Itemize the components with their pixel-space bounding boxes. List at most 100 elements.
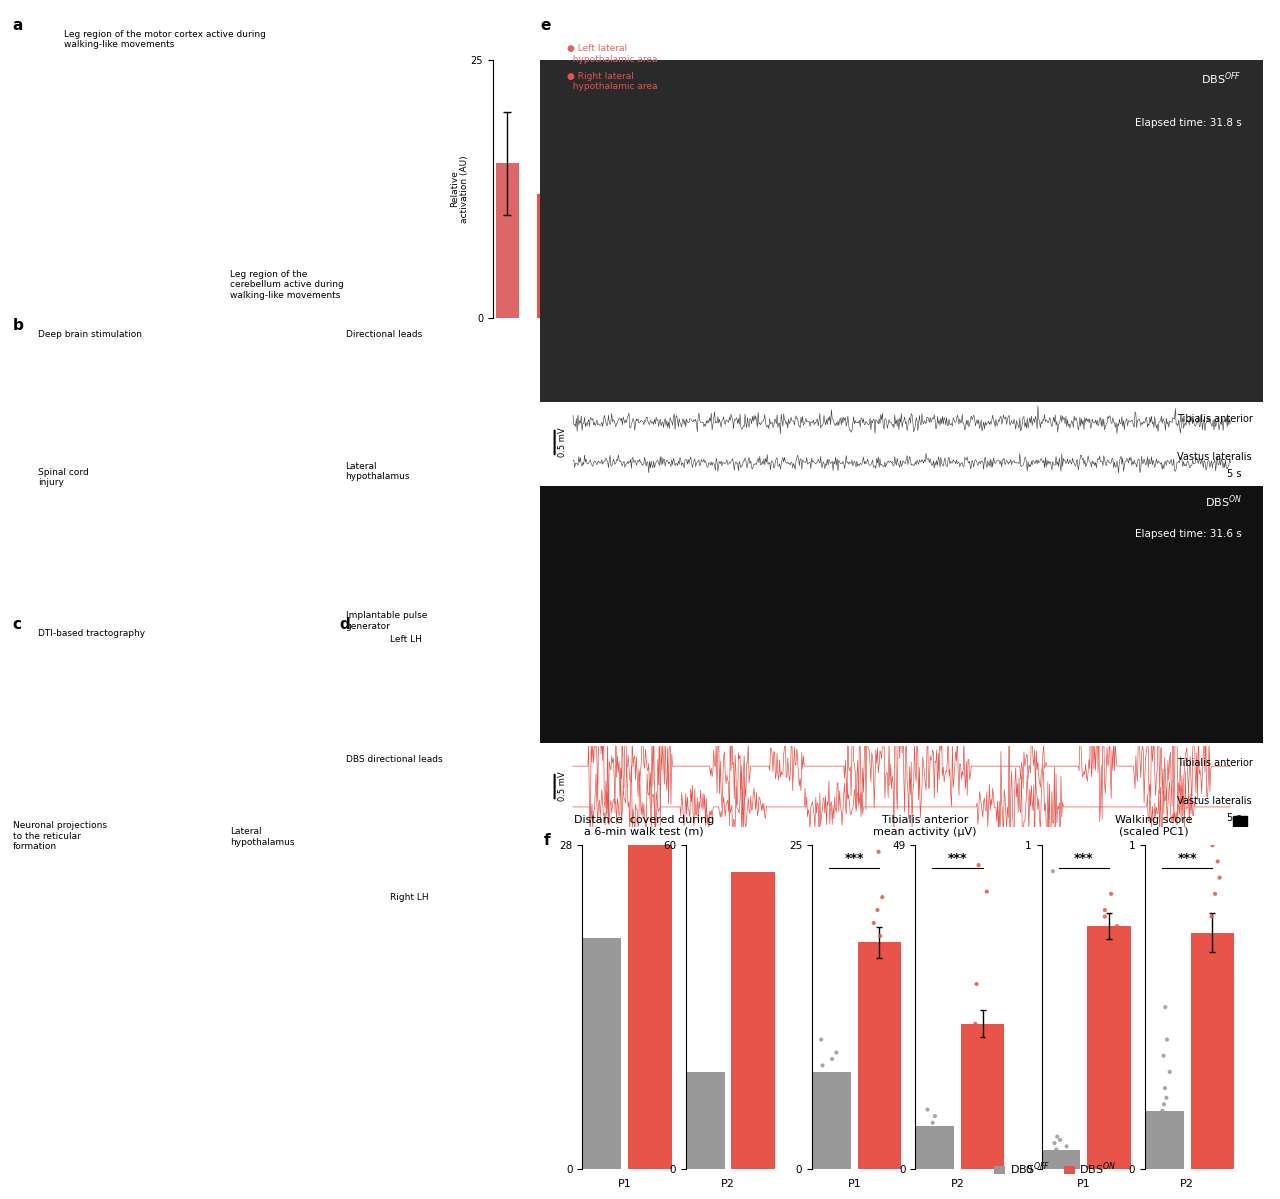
Point bbox=[814, 1068, 835, 1087]
Point bbox=[1207, 939, 1228, 958]
Point bbox=[1047, 1127, 1068, 1146]
Bar bbox=[538, 194, 561, 318]
Point bbox=[1196, 950, 1216, 969]
Bar bbox=[808, 1072, 851, 1169]
Bar bbox=[1190, 933, 1234, 1169]
Bar bbox=[858, 942, 901, 1169]
Point bbox=[918, 1099, 938, 1119]
Point bbox=[928, 1133, 948, 1152]
Text: Lateral
hypothalamus: Lateral hypothalamus bbox=[346, 462, 410, 481]
Point bbox=[965, 1014, 986, 1034]
Point bbox=[977, 1028, 997, 1047]
Point bbox=[813, 1056, 833, 1076]
Text: d: d bbox=[339, 617, 349, 633]
Bar bbox=[497, 163, 518, 318]
Text: Elapsed time: 31.8 s: Elapsed time: 31.8 s bbox=[1135, 118, 1242, 128]
Text: Leg region of the
cerebellum active during
walking-like movements: Leg region of the cerebellum active duri… bbox=[230, 270, 344, 300]
Point bbox=[823, 1101, 844, 1120]
Text: ***: *** bbox=[845, 852, 864, 864]
Point bbox=[1160, 1062, 1180, 1081]
Text: Neuronal projections
to the reticular
formation: Neuronal projections to the reticular fo… bbox=[13, 821, 106, 851]
Text: DBS$^{OFF}$: DBS$^{OFF}$ bbox=[1201, 71, 1242, 86]
Point bbox=[873, 965, 893, 984]
Text: Deep brain stimulation: Deep brain stimulation bbox=[38, 330, 142, 339]
Bar bbox=[1233, 815, 1248, 826]
Point bbox=[1202, 836, 1222, 855]
Bar bbox=[910, 1126, 954, 1169]
Point bbox=[924, 1107, 945, 1126]
Text: 0.5 mV: 0.5 mV bbox=[558, 772, 567, 801]
Text: Directional leads: Directional leads bbox=[346, 330, 422, 339]
Point bbox=[1100, 981, 1120, 1000]
Point bbox=[1201, 906, 1221, 926]
Text: a: a bbox=[13, 18, 23, 34]
Point bbox=[1094, 927, 1115, 946]
Point bbox=[868, 900, 888, 920]
Legend: DBS$^{OFF}$, DBS$^{ON}$: DBS$^{OFF}$, DBS$^{ON}$ bbox=[989, 1156, 1121, 1181]
Point bbox=[1043, 1146, 1064, 1165]
Point bbox=[920, 1120, 941, 1139]
Point bbox=[1101, 885, 1121, 904]
Point bbox=[1056, 1144, 1076, 1163]
Point bbox=[1100, 965, 1120, 984]
Bar bbox=[628, 845, 672, 1169]
Point bbox=[977, 1067, 997, 1086]
Point bbox=[969, 856, 989, 875]
Point bbox=[870, 927, 891, 946]
Point bbox=[1202, 965, 1222, 984]
Text: Elapsed time: 31.6 s: Elapsed time: 31.6 s bbox=[1135, 530, 1242, 540]
Point bbox=[1194, 998, 1215, 1017]
Text: Implantable pulse
generator: Implantable pulse generator bbox=[346, 611, 428, 631]
Point bbox=[1156, 1133, 1176, 1152]
Point bbox=[1148, 1127, 1169, 1146]
Point bbox=[814, 1081, 835, 1101]
Text: Spinal cord
injury: Spinal cord injury bbox=[38, 468, 90, 487]
Point bbox=[1044, 1133, 1065, 1152]
Point bbox=[1153, 1095, 1174, 1114]
Point bbox=[822, 1049, 842, 1068]
Text: ***: *** bbox=[1074, 852, 1093, 864]
Text: 5 s: 5 s bbox=[1228, 813, 1242, 824]
Text: DTI-based tractography: DTI-based tractography bbox=[38, 629, 146, 639]
Point bbox=[1151, 1121, 1171, 1140]
Text: c: c bbox=[13, 617, 22, 633]
Bar bbox=[681, 1072, 724, 1169]
Text: f: f bbox=[544, 833, 550, 849]
Point bbox=[814, 1089, 835, 1108]
Point bbox=[1094, 906, 1115, 926]
Text: ***: *** bbox=[947, 852, 968, 864]
Point bbox=[977, 1060, 997, 1079]
Point bbox=[1050, 1131, 1070, 1150]
Point bbox=[1151, 1153, 1171, 1173]
Y-axis label: Relative
activation (AU): Relative activation (AU) bbox=[449, 155, 470, 223]
Text: Lateral
hypothalamus: Lateral hypothalamus bbox=[230, 827, 294, 846]
Point bbox=[1047, 1153, 1068, 1173]
Point bbox=[819, 1095, 840, 1114]
Point bbox=[823, 1127, 844, 1146]
Point bbox=[874, 992, 895, 1011]
Text: DBS$^{ON}$: DBS$^{ON}$ bbox=[1204, 493, 1242, 510]
Text: Tibialis anterior: Tibialis anterior bbox=[1176, 414, 1252, 424]
Bar bbox=[961, 1024, 1005, 1169]
Point bbox=[868, 842, 888, 861]
Text: Vastus lateralis: Vastus lateralis bbox=[1176, 796, 1252, 807]
Point bbox=[1144, 1144, 1165, 1163]
Text: 0.5 mV: 0.5 mV bbox=[558, 428, 567, 457]
Text: Distance  covered during
a 6-min walk test (m): Distance covered during a 6-min walk tes… bbox=[573, 815, 714, 837]
Text: Vastus lateralis: Vastus lateralis bbox=[1176, 452, 1252, 463]
Text: Leg region of the motor cortex active during
walking-like movements: Leg region of the motor cortex active du… bbox=[64, 30, 266, 49]
Point bbox=[1210, 868, 1230, 887]
Point bbox=[812, 1030, 832, 1049]
Bar bbox=[1087, 926, 1130, 1169]
Text: Right LH: Right LH bbox=[390, 893, 429, 903]
Point bbox=[1208, 981, 1229, 1000]
Point bbox=[1197, 933, 1217, 952]
Point bbox=[1046, 1140, 1066, 1159]
Point bbox=[1197, 927, 1217, 946]
Point bbox=[869, 1004, 890, 1023]
Point bbox=[1207, 851, 1228, 870]
Point bbox=[1157, 1030, 1178, 1049]
Point bbox=[872, 887, 892, 906]
Text: Walking score
(scaled PC1): Walking score (scaled PC1) bbox=[1115, 815, 1193, 837]
Point bbox=[1056, 1137, 1076, 1156]
